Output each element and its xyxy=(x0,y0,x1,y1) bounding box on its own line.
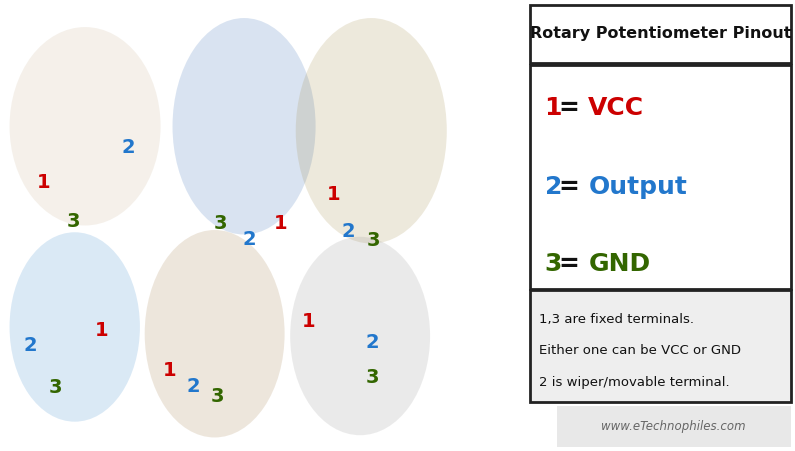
Text: 1: 1 xyxy=(273,214,288,233)
Text: www.eTechnophiles.com: www.eTechnophiles.com xyxy=(602,420,746,433)
Text: 2: 2 xyxy=(23,336,37,354)
Text: =: = xyxy=(558,96,579,120)
Ellipse shape xyxy=(145,230,285,437)
Text: 1: 1 xyxy=(545,96,562,120)
Text: 3: 3 xyxy=(366,368,378,387)
FancyBboxPatch shape xyxy=(530,290,791,402)
Text: =: = xyxy=(558,175,579,199)
Text: 2: 2 xyxy=(242,230,257,249)
Ellipse shape xyxy=(173,18,316,235)
Text: 3: 3 xyxy=(545,252,562,276)
Text: 2: 2 xyxy=(122,138,136,157)
Text: 2: 2 xyxy=(186,377,200,396)
Text: 2: 2 xyxy=(545,175,562,199)
Text: 1: 1 xyxy=(327,185,341,204)
Text: 1: 1 xyxy=(37,173,51,192)
Text: Output: Output xyxy=(588,175,687,199)
Text: 1,3 are fixed terminals.: 1,3 are fixed terminals. xyxy=(539,313,694,326)
Text: 3: 3 xyxy=(211,387,223,406)
Text: VCC: VCC xyxy=(588,96,645,120)
Text: 1: 1 xyxy=(301,312,316,331)
Text: Either one can be VCC or GND: Either one can be VCC or GND xyxy=(539,345,741,357)
Text: 2: 2 xyxy=(341,222,355,241)
FancyBboxPatch shape xyxy=(530,65,791,289)
Ellipse shape xyxy=(290,237,430,435)
Text: GND: GND xyxy=(588,252,650,276)
Text: 3: 3 xyxy=(68,212,80,231)
FancyBboxPatch shape xyxy=(556,406,791,447)
Text: 1: 1 xyxy=(162,361,176,380)
Text: 3: 3 xyxy=(214,214,227,233)
Text: Rotary Potentiometer Pinout: Rotary Potentiometer Pinout xyxy=(530,26,791,41)
Text: 3: 3 xyxy=(367,231,380,250)
Ellipse shape xyxy=(10,27,161,226)
Ellipse shape xyxy=(296,18,447,244)
Text: =: = xyxy=(558,252,579,276)
Text: 3: 3 xyxy=(49,378,62,397)
Text: 2 is wiper/movable terminal.: 2 is wiper/movable terminal. xyxy=(539,376,730,389)
Ellipse shape xyxy=(10,232,140,422)
Text: 2: 2 xyxy=(365,333,379,352)
FancyBboxPatch shape xyxy=(530,5,791,63)
Text: 1: 1 xyxy=(95,321,109,340)
